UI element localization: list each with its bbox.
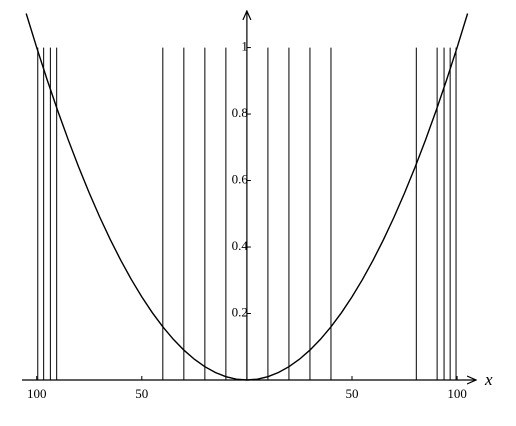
x-tick-label: 50 [135,386,148,401]
x-tick-label: 100 [27,386,47,401]
y-tick-label: 1 [241,39,248,54]
x-tick-label: 50 [345,386,358,401]
y-tick-label: 0.2 [232,304,248,319]
x-axis-label: x [484,370,493,389]
x-tick-label: 100 [447,386,467,401]
parabola [25,13,469,381]
y-tick-label: 0.6 [232,172,249,187]
y-tick-label: 0.8 [232,105,248,120]
y-tick-label: 0.4 [232,238,249,253]
